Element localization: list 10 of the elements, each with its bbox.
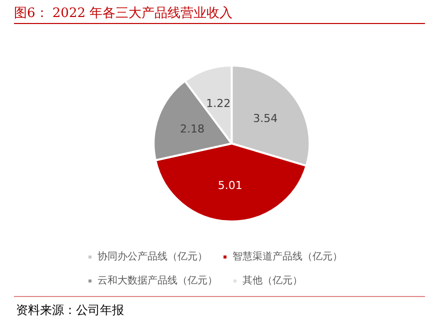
data-label: 2.18 <box>180 122 205 136</box>
chart-title: 图6： 2022 年各三大产品线营业收入 <box>14 5 233 22</box>
legend-label: 协同办公产品线（亿元） <box>98 250 208 262</box>
data-label: 1.22 <box>206 97 231 110</box>
text: 资料来源：公司年报 <box>16 302 124 319</box>
legend-label: 其他（亿元） <box>242 274 302 286</box>
legend-label: 云和大数据产品线（亿元） <box>98 274 218 286</box>
data-label: 3.54 <box>253 112 278 125</box>
data-label: 5.01 <box>218 178 242 192</box>
legend-label: 智慧渠道产品线（亿元） <box>232 250 342 262</box>
